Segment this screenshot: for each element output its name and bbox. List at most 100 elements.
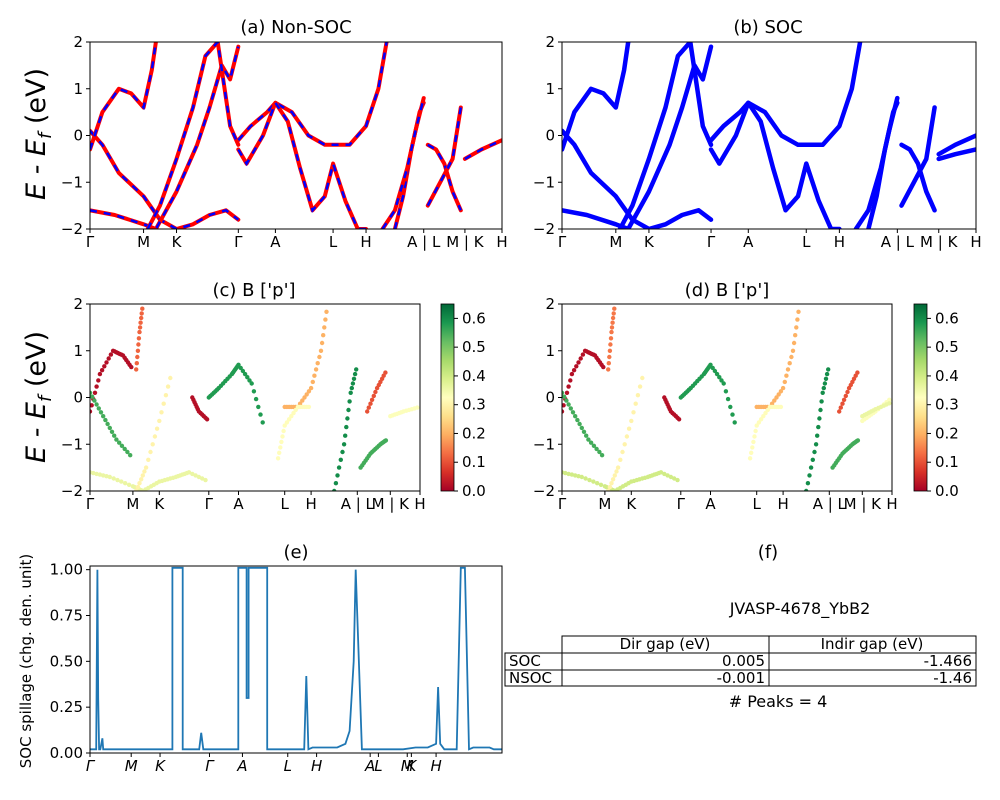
band-9-point (332, 488, 337, 491)
band-0-point (576, 360, 581, 365)
band-7-point (300, 398, 305, 403)
band-3-point (631, 410, 636, 415)
band-8-point (778, 404, 784, 410)
band-9-point (341, 442, 347, 447)
x-tick-label: L (284, 757, 292, 775)
x-tick-label: M | K (372, 495, 411, 513)
y-tick-label: 1.00 (50, 561, 83, 579)
x-tick-label: Γ (86, 495, 95, 513)
y-tick-label: 1 (545, 80, 555, 98)
band-2-point (119, 479, 124, 484)
band-12-point (415, 405, 420, 410)
band-6-point (730, 412, 735, 417)
band-4-point (609, 325, 615, 330)
band-3-point (154, 426, 160, 431)
band-3-point (607, 484, 613, 490)
panel-f-table: JVASP-4678_YbB2 Dir gap (eV) Indir gap (… (504, 599, 977, 711)
x-tick-label: H (970, 233, 981, 251)
band-3-point (635, 393, 641, 398)
x-tick-label: Γ (205, 495, 214, 513)
colorbar-tick-label: 0.4 (462, 367, 486, 385)
panel-a-plot: Γ M K Γ A L H A | L M | K H −2 −1 0 1 2 (61, 33, 508, 251)
x-tick-label: M | K (844, 495, 883, 513)
band-4-point (608, 336, 614, 341)
ylabel-top-row: E - Ef (eV) (21, 68, 56, 200)
band-6-point (717, 375, 722, 380)
band-2-point (190, 471, 195, 477)
band-9-point (817, 416, 822, 421)
table-cell-soc-indir: -1.466 (924, 652, 972, 670)
band-4-point (134, 367, 139, 372)
x-tick-label: M (401, 757, 414, 775)
band-0-point (562, 403, 566, 408)
band-9-point (346, 407, 351, 413)
band-7-point (784, 373, 789, 378)
band-2-point (563, 470, 568, 476)
band-7-point (297, 401, 303, 406)
y-tick-label: −1 (61, 435, 83, 453)
band-0-point (129, 364, 134, 370)
band-2-point (123, 481, 128, 486)
band-6-point (258, 412, 263, 417)
band-4-point (139, 311, 144, 316)
colorbar-tick-label: 0.6 (462, 309, 486, 327)
band-7-point (772, 398, 777, 403)
band-1-point (579, 425, 584, 431)
band-3-point (614, 469, 619, 474)
band-2-point (662, 471, 667, 477)
band-3-point (615, 465, 621, 470)
band-9-point (354, 367, 359, 372)
band-9-point (340, 449, 345, 455)
band-9-point (826, 367, 831, 372)
x-tick-label: K (154, 495, 165, 513)
band-1 (562, 42, 631, 152)
y-tick-label: −2 (61, 220, 83, 238)
band-9-point (824, 371, 830, 377)
band-11-point (369, 397, 375, 402)
band-8-point (750, 445, 755, 450)
band-3-point (135, 484, 141, 490)
band-8-point (282, 423, 287, 428)
x-tick-label: H (430, 757, 441, 775)
band-8-point (758, 417, 764, 422)
band-9-point (348, 390, 353, 395)
x-tick-label: K (155, 757, 166, 775)
band-7-point (323, 317, 328, 322)
band-1-point (114, 437, 119, 442)
band-8-point (747, 456, 753, 461)
band-6-point (728, 404, 733, 410)
band-4-nonsoc (236, 42, 389, 147)
x-tick-label: A | L (407, 233, 441, 251)
band-1-point (588, 440, 594, 445)
band-9-point (821, 385, 826, 391)
band-10 (936, 147, 976, 162)
band-7-point (791, 340, 797, 346)
y-tick-label: −2 (533, 482, 555, 500)
colorbar-tick-label: 0.3 (935, 396, 959, 414)
table-cell-soc-dir: 0.005 (722, 652, 765, 670)
band-0-point (571, 368, 577, 373)
table-cell-soc-label: SOC (509, 652, 541, 670)
x-tick-label: A | L (813, 495, 847, 513)
y-tick-label: 0 (545, 389, 555, 407)
band-7-point (780, 385, 786, 391)
band-1-point (125, 449, 130, 455)
panel-d-title: (d) B ['p'] (685, 280, 770, 301)
band-0-point (97, 371, 103, 377)
band-9-point (335, 473, 340, 478)
band-11-point (371, 393, 376, 399)
band-1-point (122, 446, 127, 452)
band-1-point (594, 446, 599, 452)
x-tick-label: H (360, 233, 371, 251)
band-2-point (576, 474, 581, 479)
x-tick-label: L (802, 233, 811, 251)
panel-e-plot: Γ M K Γ A L H AL MK H0.000.250.500.751.00 (50, 561, 503, 775)
band-2-point (598, 482, 604, 487)
y-tick-label: −2 (61, 482, 83, 500)
band-7-point (796, 309, 801, 314)
band-3-point (640, 375, 645, 381)
band-8 (899, 142, 937, 213)
band-10-point (855, 438, 861, 443)
ylabel-top-main: E - E (21, 139, 52, 200)
ylabel-mid-sub: f (35, 393, 56, 402)
